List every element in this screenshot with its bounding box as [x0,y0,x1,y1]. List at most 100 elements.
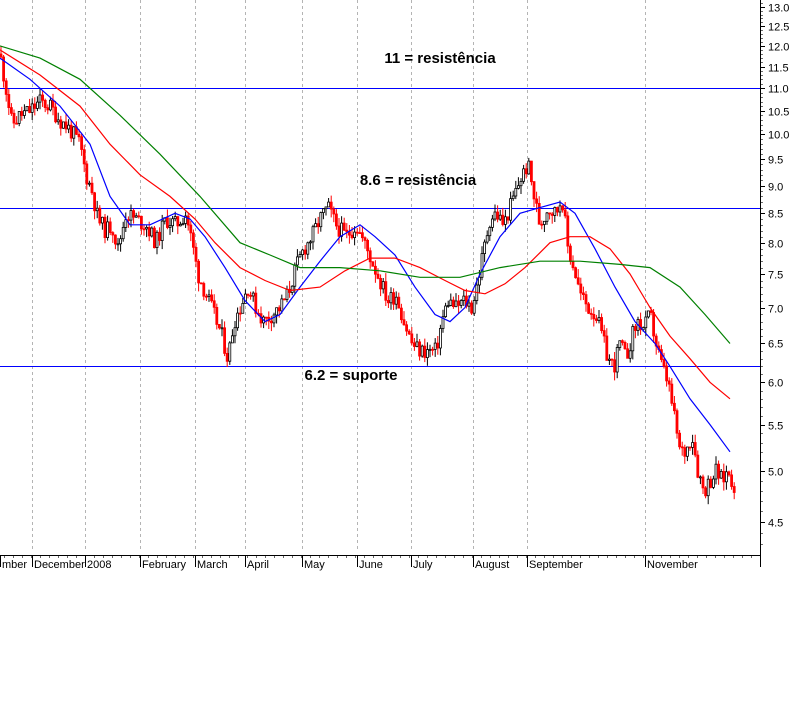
moving-average-blue [0,57,731,453]
candle [30,98,34,120]
candle [410,327,414,346]
candle [431,346,435,356]
candle [342,217,346,231]
candle [246,293,250,299]
candle [340,216,344,242]
y-tick-label: 10.5 [768,107,789,119]
candle [106,215,109,241]
candle [56,112,60,125]
horizontal-levels [0,88,760,367]
candle [121,221,125,242]
candle [602,324,606,343]
candle [561,205,564,213]
candle [397,292,401,309]
candle [423,338,427,363]
candle [228,341,232,365]
candle [506,216,510,224]
level-label-6-2: 6.2 = suporte [305,367,398,384]
candle [210,289,214,303]
candle [327,198,331,208]
candle [441,309,445,333]
candle [438,324,442,356]
candle [217,323,221,330]
candle [524,163,528,179]
candle [202,281,206,301]
candle [129,204,133,228]
candle [337,218,341,244]
candle [371,261,375,267]
candle [574,266,577,279]
candle [412,338,416,351]
candle [22,104,26,119]
candle [111,231,115,243]
candle [189,221,193,242]
candle [389,287,393,310]
y-tick-label: 5.5 [768,421,783,433]
y-tick-label: 11.0 [768,84,789,96]
candle [639,312,642,335]
moving-averages [0,45,731,453]
candle [418,339,422,361]
candle [41,90,44,107]
y-tick-label: 4.5 [768,518,783,530]
candle [392,288,396,310]
candle [509,191,513,224]
x-tick-label: December [34,559,85,571]
candle [134,212,138,218]
candle [415,333,419,348]
x-tick-label: May [304,559,325,571]
candle [82,144,86,173]
candle [576,269,580,286]
candle [696,450,700,479]
candle [347,225,351,244]
candle [38,88,42,110]
candle [119,235,122,252]
candle [701,474,705,494]
candle [124,212,128,232]
candle [571,255,575,271]
candle [579,277,583,301]
candle [483,239,487,263]
candle [511,190,515,201]
y-tick-label: 6.0 [768,378,783,390]
candle [25,106,29,112]
candle [678,430,681,450]
candle [722,463,726,491]
y-tick-label: 9.5 [768,155,783,167]
candle [165,209,169,230]
candle [618,340,622,351]
candle [366,238,370,259]
candle [670,378,674,406]
candle [667,377,671,392]
candle [199,282,203,285]
candle [324,206,328,216]
candle [311,224,315,250]
candle [223,321,227,357]
candle [381,278,385,294]
y-tick-label: 7.5 [768,270,783,282]
candle [628,343,632,363]
candle [98,205,102,226]
candle [530,160,533,186]
candle [285,285,289,303]
x-tick-label: July [413,559,433,571]
candle [592,307,596,327]
candle [407,329,411,335]
candle [683,444,687,464]
candle [613,352,616,381]
candle [610,358,614,366]
candle [43,98,47,113]
axes: 13.0 12.5 12.0 11.5 11.0 10.5 10.0 9.5 9.0 8.5 8.0… [0,0,789,571]
candle [686,446,689,462]
y-tick-label: 8.5 [768,209,783,221]
x-tick-label: June [359,559,383,571]
candle [725,465,728,490]
candle [485,230,489,245]
candle [608,354,611,365]
candle [160,214,164,250]
candle [277,305,281,318]
candle [587,302,590,314]
candle [353,226,357,246]
y-tick-label: 7.0 [768,304,783,316]
candle [194,242,198,268]
